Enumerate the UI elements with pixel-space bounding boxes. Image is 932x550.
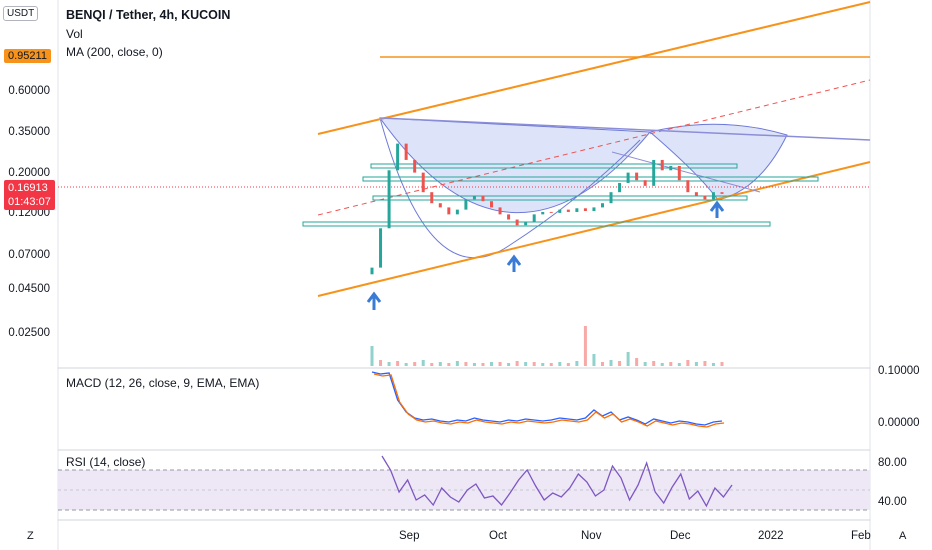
upper-channel-line — [317, 1, 871, 135]
last-price-tag: 0.16913 01:43:07 — [4, 180, 55, 210]
volume-bar — [549, 363, 553, 366]
time-tick: Sep — [399, 530, 419, 542]
chart-title: BENQI / Tether, 4h, KUCOIN — [66, 8, 231, 22]
time-axis: Sep Oct Nov Dec 2022 Feb — [399, 530, 871, 542]
volume-bar — [455, 361, 459, 366]
price-axis: 0.60000 0.35000 0.20000 0.12000 0.07000 … — [8, 85, 50, 339]
macd-series — [371, 371, 725, 428]
volume-bar — [490, 362, 494, 366]
volume-bar — [396, 361, 400, 366]
currency-badge[interactable]: USDT — [3, 6, 39, 21]
price-tick: 0.35000 — [8, 126, 50, 138]
rsi-label: RSI (14, close) — [66, 455, 146, 469]
volume-bar — [618, 361, 622, 366]
time-tick: Nov — [581, 530, 602, 542]
rsi-line — [381, 455, 733, 508]
macd-tick: 0.00000 — [878, 417, 920, 429]
macd-tick: 0.10000 — [878, 365, 920, 377]
volume-bar — [532, 362, 536, 366]
volume-bar — [686, 360, 690, 366]
price-tick: 0.02500 — [8, 327, 50, 339]
volume-bar — [524, 362, 528, 366]
price-series — [370, 143, 724, 275]
volume-bar — [438, 362, 442, 366]
rsi-axis: 80.00 40.00 — [878, 457, 907, 508]
volume-bar — [558, 362, 562, 366]
volume-bar — [413, 362, 417, 366]
neckline-resistance — [379, 117, 871, 141]
zone-1 — [370, 163, 738, 169]
volume-bar — [404, 363, 408, 366]
volume-bar — [694, 362, 698, 366]
signal-line — [373, 373, 725, 428]
volume-bar — [515, 361, 519, 366]
cup-curve — [379, 117, 641, 259]
volume-bar — [643, 362, 647, 366]
volume-bar — [609, 360, 613, 366]
price-tick: 0.20000 — [8, 167, 50, 179]
zone-3 — [372, 195, 748, 201]
cup-pattern — [378, 117, 788, 213]
last-price-value: 0.16913 — [8, 182, 48, 194]
volume-bar — [447, 363, 451, 366]
volume-label: Vol — [66, 27, 83, 41]
price-tick: 0.04500 — [8, 283, 50, 295]
volume-bar — [583, 326, 587, 366]
arrow-up-3-icon — [709, 200, 725, 218]
price-tick: 0.07000 — [8, 249, 50, 261]
handle-resistance — [611, 151, 761, 193]
volume-bar — [652, 361, 656, 366]
volume-bar — [507, 363, 511, 366]
price-tick: 0.60000 — [8, 85, 50, 97]
volume-bar — [472, 363, 476, 366]
volume-bar — [626, 352, 630, 366]
rsi-series — [381, 455, 733, 508]
last-price-countdown: 01:43:07 — [8, 196, 51, 208]
volume-bar — [600, 362, 604, 366]
volume-bar — [703, 361, 707, 366]
volume-bar — [635, 358, 639, 366]
arrow-up-1-icon — [366, 291, 382, 310]
time-tick: Dec — [670, 530, 691, 542]
rsi-tick: 80.00 — [878, 457, 907, 469]
volume-bar — [592, 354, 596, 366]
volume-bar — [720, 362, 724, 366]
footer-right-label[interactable]: A — [899, 530, 907, 542]
volume-bar — [387, 362, 391, 366]
rsi-tick: 40.00 — [878, 496, 907, 508]
volume-bar — [421, 360, 425, 366]
ma-label: MA (200, close, 0) — [66, 45, 163, 59]
macd-line — [371, 371, 723, 426]
price-tick: 0.12000 — [8, 207, 50, 219]
volume-bar — [711, 363, 715, 366]
volume-bar — [660, 363, 664, 366]
macd-label: MACD (12, 26, close, 9, EMA, EMA) — [66, 376, 260, 390]
volume-bar — [669, 362, 673, 366]
volume-bar — [370, 346, 374, 366]
time-tick: Oct — [489, 530, 508, 542]
macd-axis: 0.10000 0.00000 — [878, 365, 920, 429]
lower-channel-line — [317, 161, 871, 297]
arrow-up-2-icon — [506, 254, 522, 272]
time-tick: 2022 — [758, 530, 784, 542]
volume-bar — [464, 362, 468, 366]
time-tick: Feb — [851, 530, 871, 542]
volume-bar — [498, 362, 502, 366]
rsi-band — [58, 470, 870, 510]
volume-bar — [677, 363, 681, 366]
zone-2 — [362, 176, 819, 182]
volume-bar — [430, 363, 434, 366]
volume-bars — [370, 326, 724, 366]
footer-left-label[interactable]: Z — [27, 530, 34, 542]
volume-bar — [541, 363, 545, 366]
mid-channel-line — [317, 79, 871, 216]
volume-bar — [575, 361, 579, 366]
zone-4 — [302, 221, 771, 227]
volume-bar — [566, 363, 570, 366]
volume-bar — [481, 363, 485, 366]
ma-value-tag: 0.95211 — [4, 49, 51, 63]
volume-bar — [379, 360, 383, 366]
